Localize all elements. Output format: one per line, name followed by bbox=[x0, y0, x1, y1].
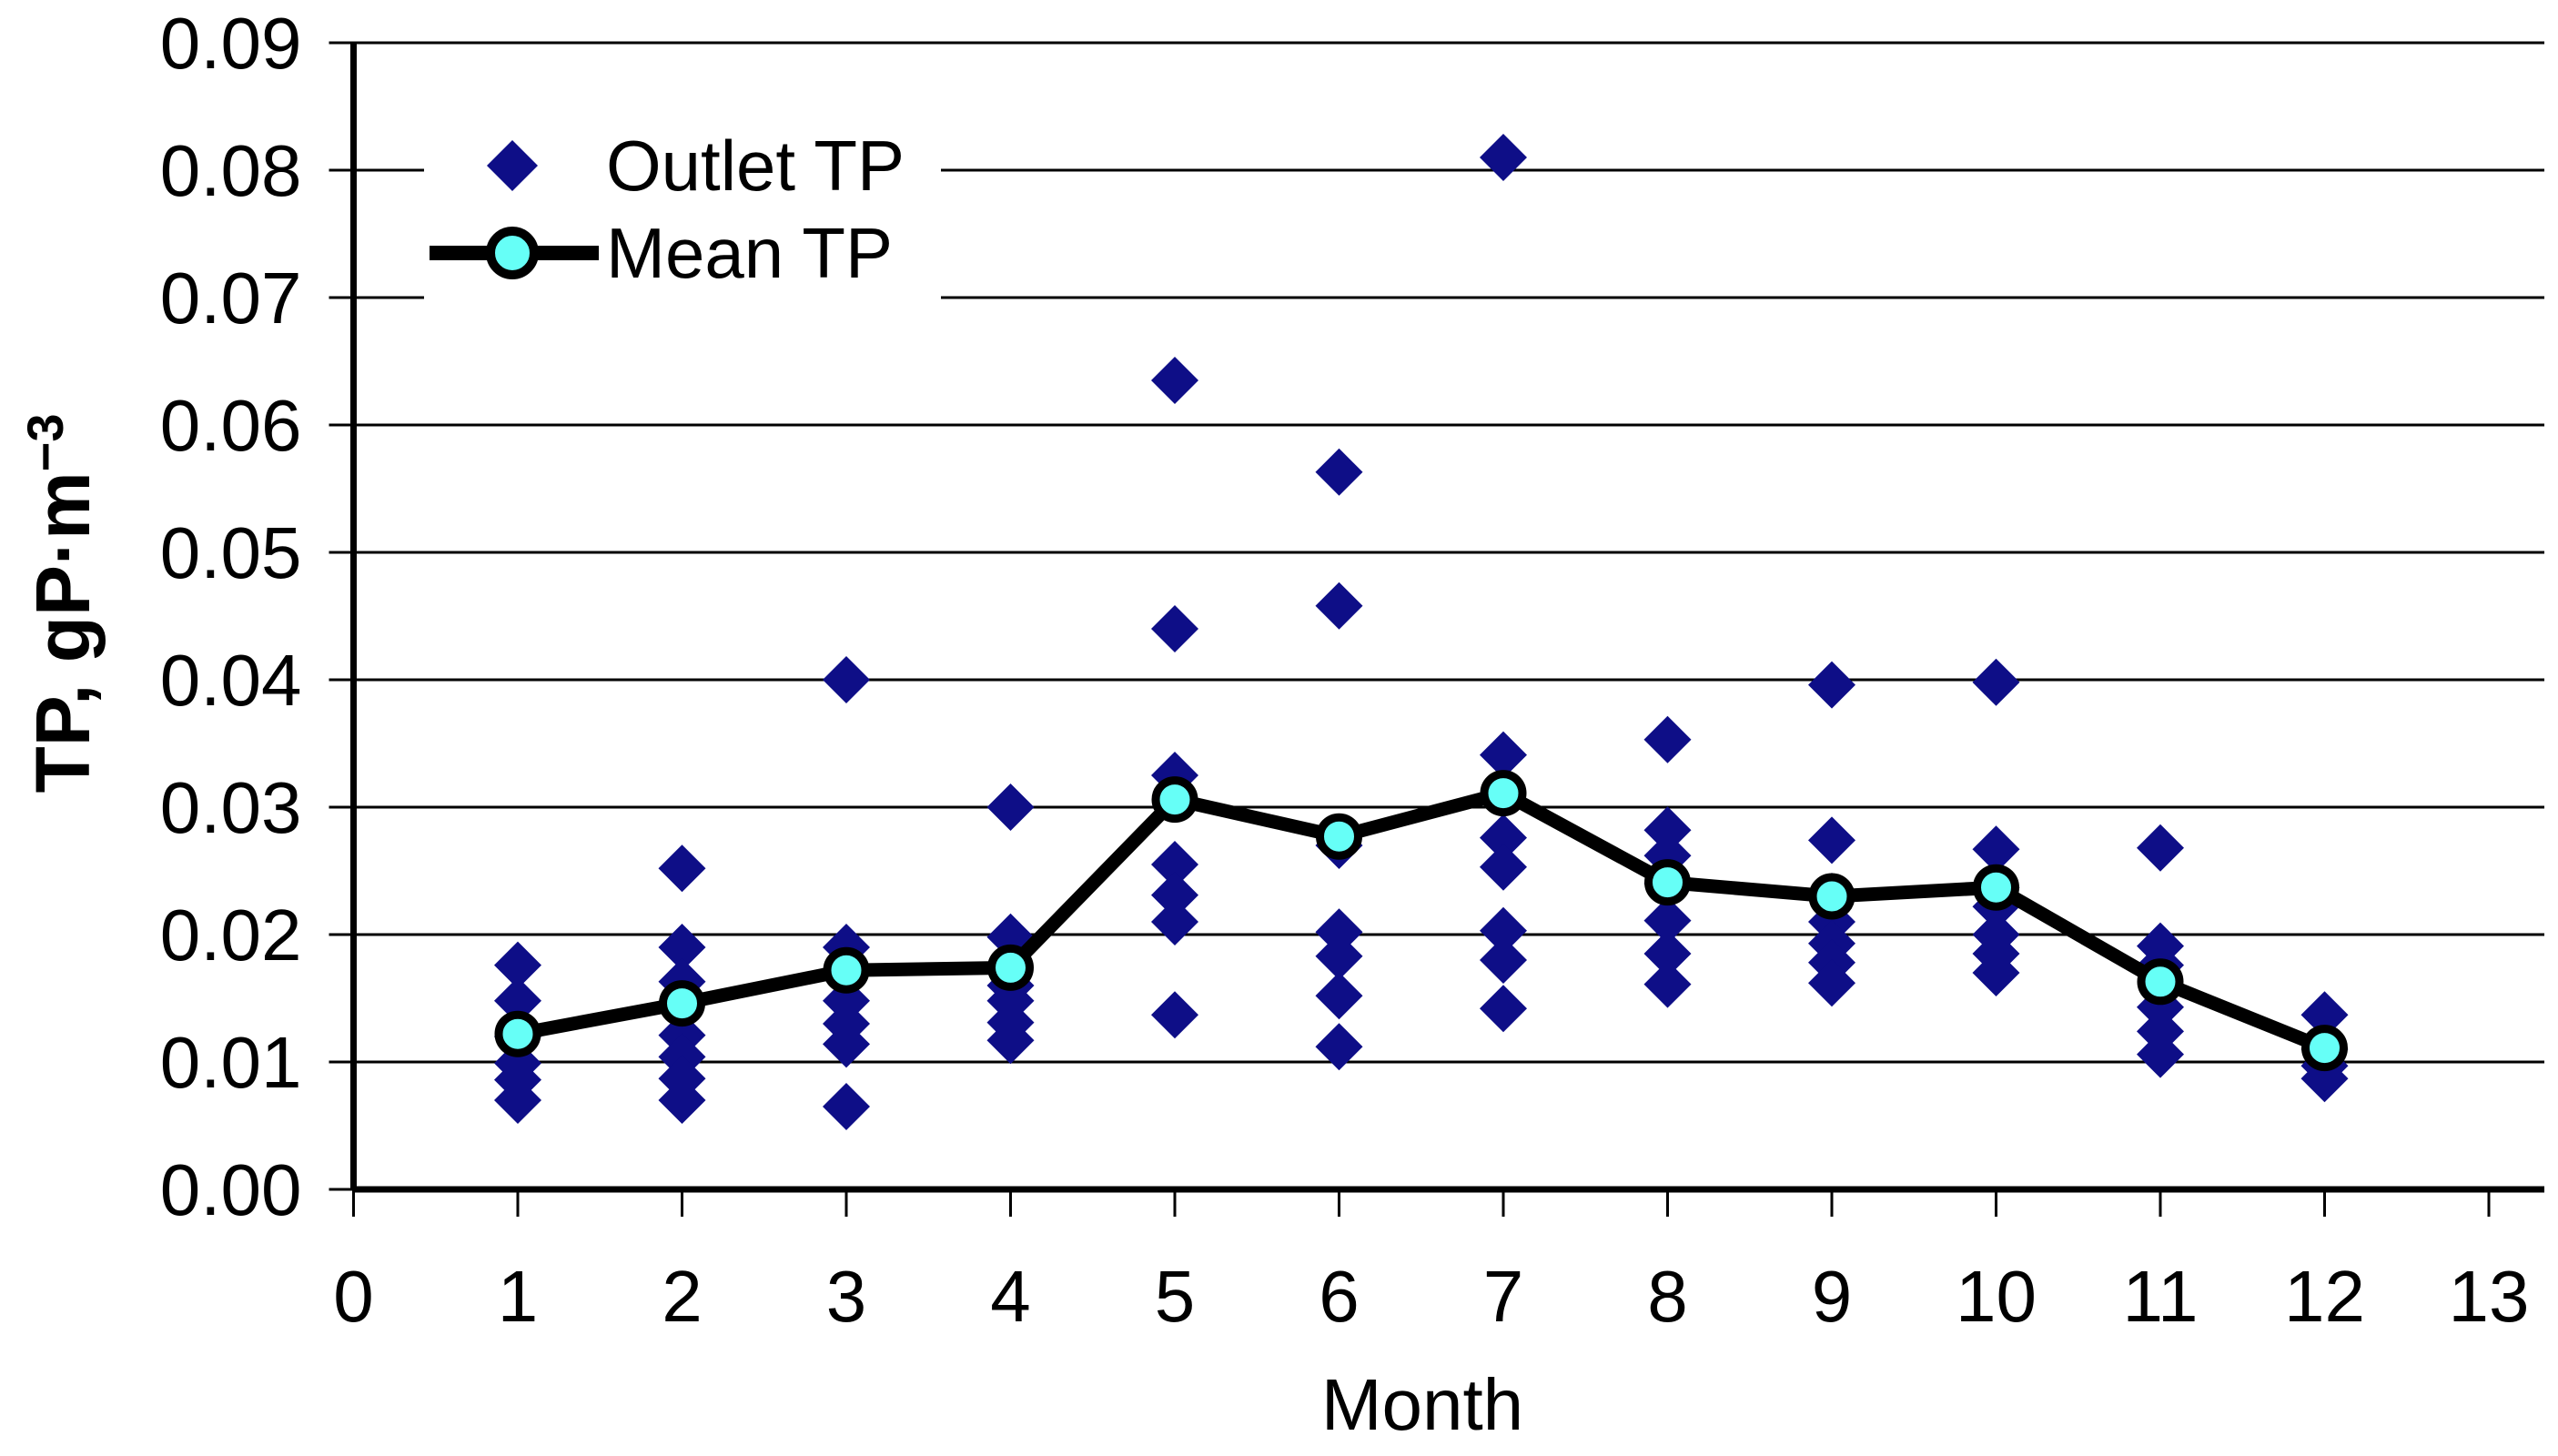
x-tick-label: 10 bbox=[1956, 1256, 2037, 1337]
outlet-tp-point bbox=[1151, 357, 1198, 404]
x-tick-label: 12 bbox=[2284, 1256, 2365, 1337]
x-tick-label: 3 bbox=[826, 1256, 867, 1337]
y-tick-label: 0.05 bbox=[160, 512, 302, 593]
outlet-tp-point bbox=[1315, 448, 1363, 496]
y-tick-label: 0.04 bbox=[160, 640, 302, 721]
y-tick-label: 0.03 bbox=[160, 767, 302, 848]
outlet-tp-point bbox=[1643, 896, 1692, 945]
x-tick-label: 11 bbox=[2122, 1256, 2198, 1337]
outlet-tp-point bbox=[1972, 658, 2020, 706]
mean-tp-point bbox=[1644, 859, 1691, 906]
outlet-tp-point bbox=[1480, 134, 1527, 181]
outlet-tp-point bbox=[1643, 930, 1692, 977]
mean-tp-point bbox=[1808, 873, 1855, 920]
x-tick-label: 13 bbox=[2449, 1256, 2530, 1337]
outlet-tp-point bbox=[823, 1020, 870, 1068]
outlet-tp-point bbox=[1808, 959, 1855, 1007]
outlet-tp-point bbox=[1315, 581, 1363, 630]
outlet-tp-point bbox=[1315, 1023, 1363, 1071]
mean-tp-point bbox=[1973, 864, 2019, 911]
x-tick-label: 2 bbox=[662, 1256, 703, 1337]
outlet-tp-point bbox=[1480, 731, 1527, 779]
outlet-tp-point bbox=[1480, 936, 1527, 984]
outlet-tp-point bbox=[1972, 949, 2020, 996]
outlet-tp-point bbox=[658, 844, 706, 893]
outlet-tp-point bbox=[823, 1083, 870, 1130]
mean-tp-point bbox=[2301, 1025, 2348, 1072]
y-tick-label: 0.09 bbox=[160, 3, 302, 84]
x-tick-label: 0 bbox=[333, 1256, 374, 1337]
y-axis-title: TP, gP·m−3 bbox=[15, 285, 116, 922]
y-tick-label: 0.07 bbox=[160, 258, 302, 339]
outlet-tp-point bbox=[1480, 814, 1527, 862]
outlet-tp-point bbox=[1480, 985, 1527, 1033]
mean-tp-line-circle-icon bbox=[430, 227, 599, 279]
legend-item-outlet-tp: Outlet TP bbox=[424, 126, 941, 206]
legend-label-mean-tp: Mean TP bbox=[606, 213, 894, 293]
outlet-tp-point bbox=[823, 656, 870, 703]
outlet-tp-point bbox=[1151, 841, 1198, 888]
y-tick-label: 0.00 bbox=[160, 1149, 302, 1230]
outlet-tp-point bbox=[986, 784, 1035, 831]
outlet-tp-point bbox=[1315, 908, 1363, 956]
outlet-tp-point bbox=[1643, 715, 1692, 763]
mean-tp-point bbox=[659, 980, 705, 1027]
outlet-tp-point bbox=[1808, 816, 1855, 864]
y-tick-label: 0.01 bbox=[160, 1022, 302, 1103]
y-tick-label: 0.08 bbox=[160, 130, 302, 211]
outlet-tp-point bbox=[1151, 898, 1198, 945]
outlet-tp-point bbox=[1480, 906, 1527, 955]
outlet-tp-point bbox=[2137, 824, 2184, 872]
outlet-tp-diamond-icon bbox=[487, 140, 538, 191]
legend: Outlet TP Mean TP bbox=[424, 116, 941, 309]
x-tick-label: 4 bbox=[990, 1256, 1031, 1337]
legend-label-outlet-tp: Outlet TP bbox=[606, 126, 905, 206]
y-axis-title-superscript: −3 bbox=[16, 413, 74, 472]
x-tick-label: 8 bbox=[1647, 1256, 1688, 1337]
outlet-tp-point bbox=[2137, 1030, 2184, 1078]
outlet-tp-point bbox=[1151, 871, 1198, 919]
mean-tp-point bbox=[1316, 813, 1362, 860]
outlet-tp-point bbox=[1972, 825, 2020, 874]
outlet-tp-point bbox=[1151, 605, 1198, 652]
outlet-tp-point bbox=[1643, 960, 1692, 1008]
mean-tp-point bbox=[494, 1010, 541, 1057]
outlet-tp-point bbox=[658, 924, 706, 971]
outlet-tp-point bbox=[494, 941, 541, 989]
x-axis-title: Month bbox=[1320, 1364, 1524, 1445]
outlet-tp-point bbox=[1151, 991, 1198, 1039]
y-tick-label: 0.02 bbox=[160, 895, 302, 976]
outlet-tp-point bbox=[1315, 932, 1363, 980]
mean-tp-point bbox=[823, 946, 870, 994]
mean-tp-point bbox=[1151, 776, 1198, 824]
legend-item-mean-tp: Mean TP bbox=[424, 213, 941, 293]
x-tick-label: 1 bbox=[498, 1256, 539, 1337]
x-tick-label: 6 bbox=[1319, 1256, 1360, 1337]
outlet-tp-point bbox=[1315, 972, 1363, 1020]
mean-tp-line bbox=[511, 786, 2331, 1056]
outlet-tp-point bbox=[1808, 661, 1855, 709]
outlet-tp-point bbox=[494, 1077, 541, 1124]
mean-tp-point bbox=[2137, 958, 2184, 1006]
outlet-tp-point bbox=[658, 1077, 706, 1124]
outlet-tp-point bbox=[494, 976, 541, 1025]
outlet-tp-point bbox=[1480, 843, 1527, 891]
mean-tp-point bbox=[987, 944, 1034, 991]
mean-tp-point bbox=[1480, 770, 1527, 817]
x-tick-label: 9 bbox=[1812, 1256, 1853, 1337]
y-tick-label: 0.06 bbox=[160, 385, 302, 466]
outlet-tp-point bbox=[2300, 991, 2349, 1039]
x-tick-label: 5 bbox=[1155, 1256, 1196, 1337]
outlet-tp-point bbox=[1643, 806, 1692, 854]
x-tick-label: 7 bbox=[1483, 1256, 1524, 1337]
outlet-tp-point bbox=[986, 1016, 1035, 1065]
y-axis-title-text: TP, gP·m bbox=[20, 471, 106, 794]
